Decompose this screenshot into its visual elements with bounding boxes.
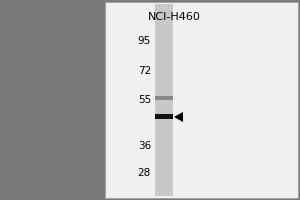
Text: 72: 72: [138, 66, 151, 76]
Text: 55: 55: [138, 95, 151, 105]
Bar: [155, 96, 173, 100]
Bar: [155, 114, 173, 119]
Text: NCI-H460: NCI-H460: [148, 12, 200, 22]
Bar: [155, 4, 173, 196]
Text: 36: 36: [138, 141, 151, 151]
Text: 28: 28: [138, 168, 151, 178]
Polygon shape: [174, 112, 183, 122]
Text: 95: 95: [138, 36, 151, 46]
Bar: [105, 2, 298, 198]
